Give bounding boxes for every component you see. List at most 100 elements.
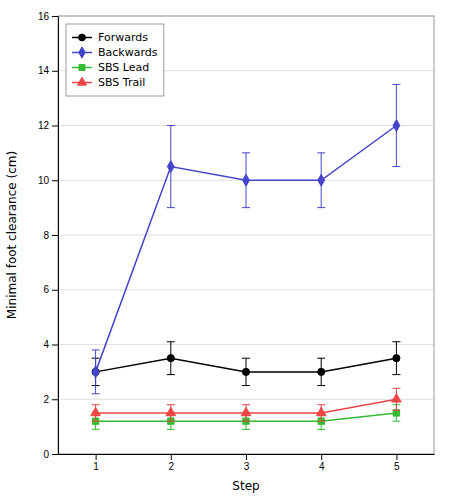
error-bar <box>167 405 175 421</box>
tick-label: 10 <box>38 175 50 186</box>
marker <box>393 120 400 132</box>
tick: 14 <box>38 65 58 76</box>
series-line <box>96 126 397 372</box>
legend-label: SBS Trail <box>98 76 145 89</box>
tick-label: 2 <box>43 394 49 405</box>
tick: 6 <box>43 284 58 295</box>
marker <box>92 366 99 378</box>
axis-line <box>58 17 59 455</box>
tick-label: 5 <box>394 461 400 472</box>
marker <box>167 355 174 362</box>
grid-line <box>58 399 434 400</box>
tick-label: 4 <box>319 461 325 472</box>
marker <box>393 355 400 362</box>
tick: 12 <box>38 120 58 131</box>
series <box>92 84 401 393</box>
marker <box>318 174 325 186</box>
plot-frame <box>58 16 434 454</box>
tick-mark <box>321 454 322 460</box>
grid-line <box>58 289 434 290</box>
marker <box>243 174 250 186</box>
tick-label: 8 <box>43 230 49 241</box>
tick: 3 <box>244 454 250 472</box>
marker <box>166 407 176 415</box>
tick-label: 2 <box>169 461 175 472</box>
tick: 4 <box>43 339 58 350</box>
tick-label: 6 <box>43 284 49 295</box>
tick-mark <box>52 180 58 181</box>
error-bar <box>317 358 325 385</box>
tick-mark <box>96 454 97 460</box>
error-bar <box>167 342 175 375</box>
y-axis-title: Minimal foot clearance (cm) <box>5 151 19 319</box>
marker <box>318 368 325 375</box>
legend-entry: Backwards <box>72 46 158 59</box>
x-axis: 1 2 3 4 5 <box>59 454 435 472</box>
tick: 4 <box>319 454 325 472</box>
tick-label: 16 <box>38 11 50 22</box>
error-bar <box>392 84 400 166</box>
error-bar <box>392 342 400 375</box>
legend-marker <box>79 65 85 71</box>
legend-marker <box>79 34 86 41</box>
tick-label: 0 <box>43 449 49 460</box>
marker <box>241 407 251 415</box>
legend-marker <box>77 77 86 85</box>
chart: 123450246810121416StepMinimal foot clear… <box>0 0 450 500</box>
legend-box <box>66 24 164 96</box>
legend-entry: SBS Lead <box>72 61 149 74</box>
tick-label: 14 <box>38 65 50 76</box>
tick-mark <box>396 454 397 460</box>
legend-label: SBS Lead <box>98 61 149 74</box>
error-bar <box>167 126 175 208</box>
tick: 10 <box>38 175 58 186</box>
tick: 0 <box>43 449 58 460</box>
legend-marker <box>79 47 85 58</box>
error-bar <box>242 153 250 208</box>
error-bar <box>92 405 100 421</box>
grid <box>58 16 434 454</box>
tick: 1 <box>93 454 99 472</box>
tick-mark <box>246 454 247 460</box>
error-bar <box>392 388 400 410</box>
tick-mark <box>52 126 58 127</box>
plot-area <box>91 84 401 429</box>
legend-label: Forwards <box>98 31 148 44</box>
grid-line <box>58 344 434 345</box>
tick: 2 <box>169 454 175 472</box>
tick: 16 <box>38 11 58 22</box>
grid-line <box>58 235 434 236</box>
tick-label: 1 <box>93 461 99 472</box>
tick-mark <box>171 454 172 460</box>
error-bar <box>317 405 325 421</box>
legend-entry: SBS Trail <box>72 76 145 89</box>
legend: Forwards Backwards SBS Lead SBS Trail <box>66 24 164 96</box>
series <box>91 388 401 421</box>
tick-mark <box>52 235 58 236</box>
error-bar <box>317 153 325 208</box>
grid-line <box>58 125 434 126</box>
tick-label: 3 <box>244 461 250 472</box>
legend-label: Backwards <box>98 46 158 59</box>
tick-mark <box>52 345 58 346</box>
series <box>92 405 401 430</box>
tick-label: 4 <box>43 339 49 350</box>
x-axis-title: Step <box>232 479 259 493</box>
tick-label: 12 <box>38 120 50 131</box>
tick: 8 <box>43 230 58 241</box>
tick-mark <box>52 399 58 400</box>
marker <box>392 394 402 402</box>
series <box>92 342 401 386</box>
tick-mark <box>52 71 58 72</box>
tick-mark <box>52 454 58 455</box>
tick: 2 <box>43 394 58 405</box>
tick-mark <box>52 16 58 17</box>
marker <box>316 407 326 415</box>
error-bar <box>242 405 250 421</box>
tick-mark <box>52 290 58 291</box>
marker <box>91 407 101 415</box>
error-bar <box>92 350 100 394</box>
error-bar <box>242 358 250 385</box>
marker <box>167 161 174 173</box>
marker <box>393 410 399 416</box>
